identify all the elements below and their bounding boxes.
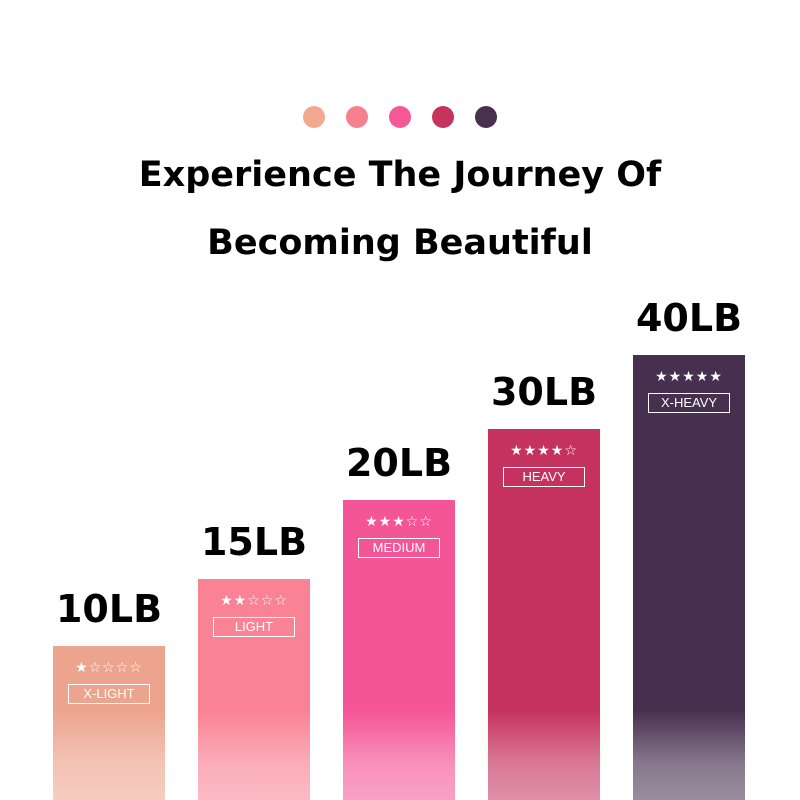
color-dot	[389, 106, 411, 128]
level-tag: X-HEAVY	[648, 393, 730, 413]
weight-label: 30LB	[490, 370, 598, 414]
color-dot	[346, 106, 368, 128]
level-tag: MEDIUM	[358, 538, 440, 558]
level-tag: X-LIGHT	[68, 684, 150, 704]
weight-label: 15LB	[200, 520, 308, 564]
color-dot	[303, 106, 325, 128]
level-tag: LIGHT	[213, 617, 295, 637]
level-tag: HEAVY	[503, 467, 585, 487]
star-rating: ★☆☆☆☆	[75, 660, 143, 676]
resistance-band-bar: ★★★★☆ HEAVY	[488, 429, 600, 800]
color-dot	[475, 106, 497, 128]
resistance-band-bar: ★★★★★ X-HEAVY	[633, 355, 745, 800]
resistance-band-bar: ★★☆☆☆ LIGHT	[198, 579, 310, 800]
color-dot	[432, 106, 454, 128]
resistance-band-bar: ★★★☆☆ MEDIUM	[343, 500, 455, 800]
star-rating: ★★★★★	[655, 369, 723, 385]
weight-label: 10LB	[55, 587, 163, 631]
weight-label: 40LB	[635, 296, 743, 340]
headline-line-2: Becoming Beautiful	[207, 223, 593, 263]
star-rating: ★★☆☆☆	[220, 593, 288, 609]
color-dots	[0, 106, 800, 128]
star-rating: ★★★★☆	[510, 443, 578, 459]
resistance-band-bar: ★☆☆☆☆ X-LIGHT	[53, 646, 165, 800]
star-rating: ★★★☆☆	[365, 514, 433, 530]
headline-line-1: Experience The Journey Of	[138, 155, 662, 195]
weight-label: 20LB	[345, 441, 453, 485]
